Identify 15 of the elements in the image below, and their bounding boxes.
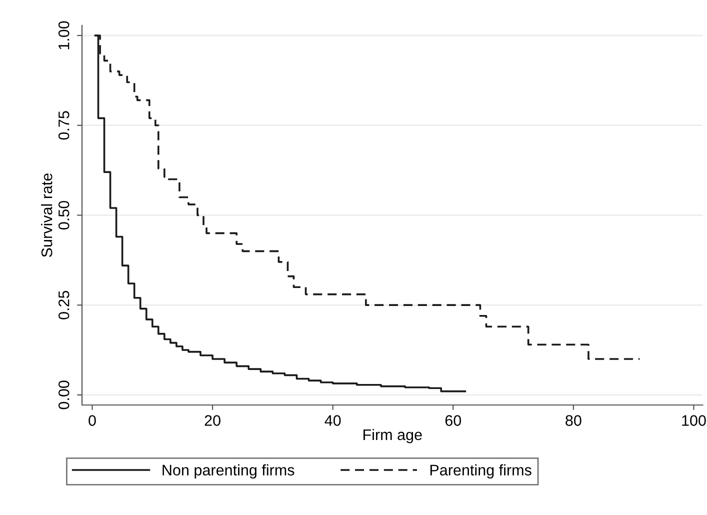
x-tick-label: 60 [445, 415, 462, 426]
y-tick-label: 0.75 [58, 111, 70, 140]
y-axis-title: Survival rate [41, 173, 52, 257]
x-tick-label: 20 [204, 415, 220, 426]
x-tick-label: 0 [88, 415, 96, 426]
x-tick-label: 100 [682, 415, 706, 426]
x-axis-title: Firm age [364, 428, 422, 444]
x-tick-label: 40 [324, 415, 341, 426]
y-tick-label: 1.00 [58, 21, 70, 50]
y-tick-label: 0.00 [58, 380, 70, 410]
y-tick-label: 0.25 [58, 290, 70, 320]
legend-label: Parenting firms [430, 464, 532, 479]
legend-label: Non parenting firms [162, 464, 294, 479]
x-tick-label: 80 [566, 415, 582, 426]
y-tick-label: 0.50 [58, 200, 70, 230]
